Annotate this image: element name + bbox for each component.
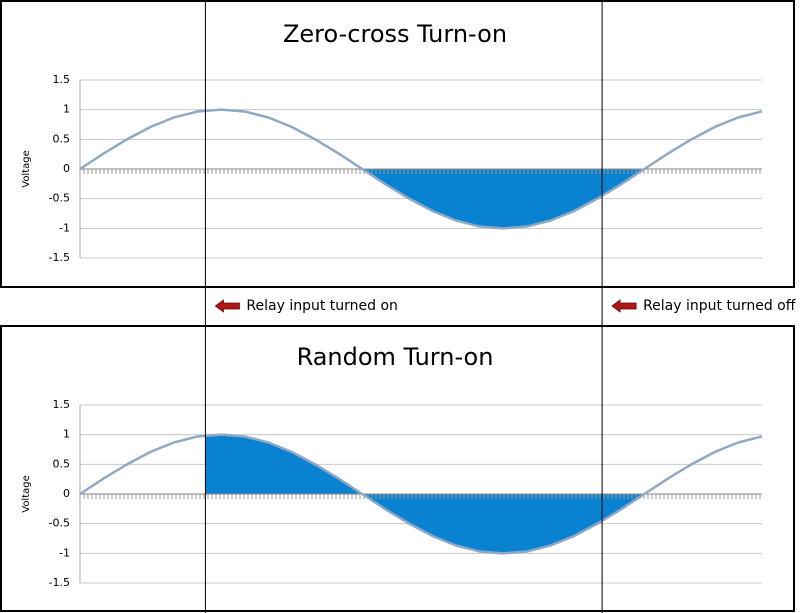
y-tick-label: 0 xyxy=(63,162,70,175)
y-tick-label: -1 xyxy=(59,221,70,234)
y-tick-label: -0.5 xyxy=(49,517,70,530)
y-tick-label: 1 xyxy=(63,428,70,441)
y-tick-label: -0.5 xyxy=(49,192,70,205)
annotation-label: Relay input turned on xyxy=(246,298,398,314)
y-tick-label: -1.5 xyxy=(49,251,70,264)
y-tick-label: 1.5 xyxy=(53,398,71,411)
chart-title: Zero-cross Turn-on xyxy=(283,20,507,48)
chart-title: Random Turn-on xyxy=(297,343,494,371)
shaded-area xyxy=(362,169,645,229)
x-axis-minor-ticks xyxy=(79,169,761,174)
voltage-line xyxy=(79,433,763,555)
y-axis-label: Voltage xyxy=(21,150,32,188)
voltage-line xyxy=(79,108,763,230)
y-tick-label: 1.5 xyxy=(53,73,71,86)
y-tick-label: 1 xyxy=(63,103,70,116)
y-tick-label: -1 xyxy=(59,546,70,559)
annotation-label: Relay input turned off xyxy=(643,298,796,314)
arrow-icon xyxy=(611,299,637,313)
arrow-icon xyxy=(214,299,240,313)
y-tick-label: 0.5 xyxy=(53,457,71,470)
bottom-panel xyxy=(0,325,795,612)
x-axis-minor-ticks xyxy=(79,494,761,499)
y-tick-label: 0 xyxy=(63,487,70,500)
y-axis-label: Voltage xyxy=(21,475,32,513)
y-tick-label: -1.5 xyxy=(49,576,70,589)
top-panel xyxy=(0,0,795,288)
y-tick-label: 0.5 xyxy=(53,132,71,145)
